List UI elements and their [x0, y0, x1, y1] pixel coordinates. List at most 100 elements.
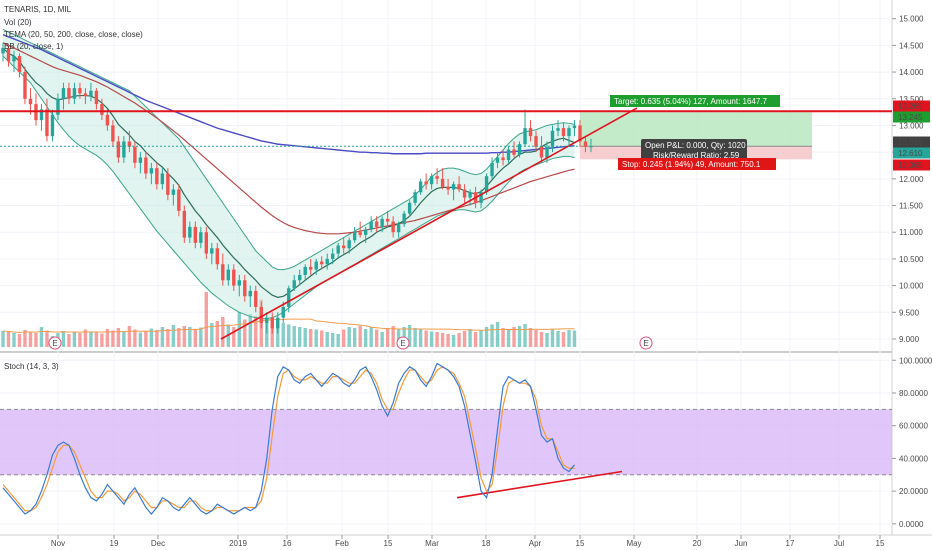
- ma50-line: [2, 42, 575, 235]
- time-axis[interactable]: Nov 19 Dec 2019 16 Feb 15 Mar 18 Apr 15 May 20 Jun 17 J…: [51, 535, 885, 548]
- pnl-info-box[interactable]: [641, 139, 747, 162]
- volume-bar: [160, 327, 165, 347]
- volume-bar: [138, 332, 143, 347]
- earnings-letter: E: [52, 339, 57, 348]
- candle-body: [193, 226, 198, 243]
- volume-bar: [221, 317, 225, 347]
- volume-bar: [462, 331, 467, 347]
- candle-body: [292, 280, 296, 289]
- time-tick-label: Apr: [529, 539, 542, 548]
- target-label-box[interactable]: [610, 95, 780, 107]
- candle-body: [215, 248, 220, 265]
- candle-body: [479, 192, 483, 203]
- candles: [1, 42, 593, 334]
- volume-bar: [369, 327, 373, 347]
- candle-body: [462, 189, 467, 198]
- time-tick-label: 16: [283, 539, 292, 548]
- volume-bar: [320, 330, 324, 347]
- price-badge-label: 12.610: [898, 149, 923, 158]
- candle-body: [1, 48, 5, 54]
- candle-body: [352, 232, 357, 241]
- candle-body: [309, 266, 313, 270]
- volume-bar: [17, 334, 22, 347]
- volume-bar: [501, 328, 505, 347]
- stop-label-box[interactable]: [618, 158, 776, 170]
- price-axis[interactable]: 15.00014.50014.00013.50013.00012.50012.0…: [892, 15, 930, 344]
- candle-body: [572, 125, 577, 129]
- candle-body: [78, 88, 82, 94]
- candle-body: [149, 168, 154, 174]
- volume-bar: [105, 329, 110, 347]
- candle-body: [567, 128, 571, 137]
- volume-bar: [78, 333, 82, 347]
- price-tick-label: 12.000: [899, 175, 924, 184]
- candle-body: [341, 245, 346, 249]
- volume-bar: [512, 327, 516, 347]
- vol-legend[interactable]: Vol (20): [4, 18, 32, 27]
- price-badge-label: 13.245: [898, 113, 923, 122]
- stoch-band: [0, 408, 892, 476]
- time-tick-label: Jul: [834, 539, 844, 548]
- volume-bar: [6, 332, 11, 347]
- candle-body: [331, 253, 335, 259]
- earnings-circle: [48, 336, 62, 350]
- volume-bar: [336, 334, 340, 347]
- volume-bar: [418, 329, 423, 347]
- earnings-marker[interactable]: E: [639, 336, 653, 350]
- candle-body: [111, 125, 115, 142]
- candle-body: [578, 125, 582, 142]
- stoch-tick-label: 0.0000: [899, 520, 924, 529]
- volume-bar: [534, 330, 538, 347]
- volume-bar: [287, 324, 291, 347]
- candle-body: [248, 290, 252, 297]
- drawings[interactable]: [0, 107, 892, 499]
- candle-body: [237, 280, 241, 286]
- stoch-axis[interactable]: 100.0000 80.0000 60.0000 40.0000 20.0000 0.00…: [892, 356, 932, 529]
- symbol-legend[interactable]: TENARIS, 1D, MIL: [4, 5, 72, 14]
- volume-bar: [72, 332, 77, 347]
- price-badge: [893, 111, 930, 123]
- volume-bar: [116, 328, 121, 347]
- price-badge-label: 13.265: [898, 102, 923, 111]
- candle-body: [413, 192, 417, 203]
- time-tick-label: Dec: [151, 539, 165, 548]
- volume-bar: [39, 327, 44, 347]
- price-tick-label: 10.500: [899, 255, 924, 264]
- volume-bar: [374, 329, 379, 347]
- candle-body: [385, 218, 390, 222]
- price-tick-label: 14.000: [899, 68, 924, 77]
- tema-legend[interactable]: TEMA (20, 50, 200, close, close, close): [4, 30, 143, 39]
- volume-bar: [429, 331, 434, 347]
- candle-body: [12, 56, 16, 62]
- volume-bar: [446, 334, 450, 347]
- candle-body: [320, 261, 324, 265]
- stoch-legend[interactable]: Stoch (14, 3, 3): [4, 362, 59, 371]
- volume-bar: [155, 330, 159, 347]
- candle-body: [298, 274, 302, 281]
- volume-ma-line: [2, 318, 575, 334]
- candle-body: [226, 269, 230, 281]
- volume-bar: [215, 321, 220, 347]
- volume-bar: [243, 319, 247, 347]
- candle-body: [347, 240, 351, 249]
- candle-body: [545, 146, 549, 158]
- earnings-letter: E: [643, 339, 648, 348]
- stoch-overbought-band: [0, 409, 892, 475]
- earnings-marker[interactable]: E: [48, 336, 62, 350]
- candle-body: [265, 317, 269, 323]
- earnings-marker[interactable]: E: [396, 336, 410, 350]
- volume-bar: [23, 330, 27, 347]
- bb-legend[interactable]: BB (20, close, 1): [4, 42, 63, 51]
- volume-bar: [309, 329, 313, 347]
- rr-label: Risk/Reward Ratio: 2.59: [653, 151, 740, 160]
- price-tick-label: 13.000: [899, 121, 924, 130]
- candle-body: [39, 109, 44, 121]
- time-tick-label: 19: [110, 539, 119, 548]
- candle-body: [583, 141, 588, 147]
- time-tick-label: 15: [576, 539, 585, 548]
- volume-bar: [94, 332, 99, 347]
- candle-body: [6, 48, 11, 62]
